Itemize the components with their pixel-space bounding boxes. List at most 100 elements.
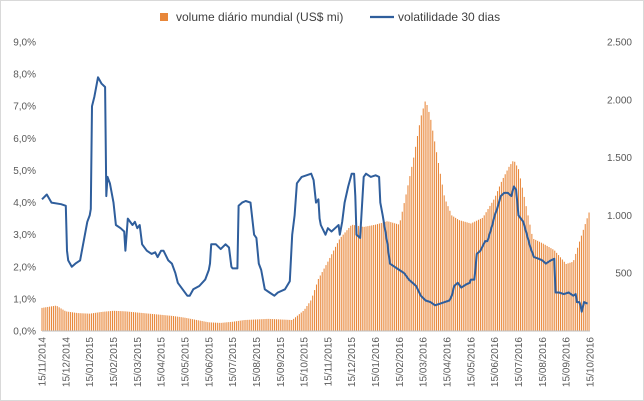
volume-bar (527, 215, 529, 331)
volume-bar (277, 319, 279, 331)
volume-bar (371, 225, 373, 331)
volume-bar (302, 310, 304, 331)
volume-bar (396, 223, 398, 331)
volume-bar (146, 313, 148, 331)
volume-bar (131, 311, 133, 331)
volume-bar (470, 223, 472, 331)
y-right-tick-label: 2.500 (607, 38, 632, 49)
volume-bar (150, 313, 152, 331)
volume-bar (197, 320, 199, 331)
volume-bar (144, 313, 146, 331)
volume-bar (529, 224, 531, 331)
volume-bar (70, 312, 72, 331)
volume-bar (91, 313, 93, 331)
x-tick-label: 15/06/2016 (490, 337, 501, 387)
volume-bar (155, 314, 157, 331)
x-tick-label: 15/04/2016 (443, 337, 454, 387)
volume-bar (83, 313, 85, 331)
volume-bar (321, 272, 323, 331)
y-left-tick-label: 9,0% (13, 38, 36, 49)
volume-bar (214, 322, 216, 331)
volume-bar (104, 311, 106, 331)
volume-bar (47, 306, 49, 331)
volume-bar (253, 319, 255, 331)
volume-bar (550, 248, 552, 331)
volume-bar (98, 312, 100, 331)
volume-bar (51, 306, 53, 331)
volume-bar (92, 313, 94, 331)
volume-bar (239, 320, 241, 331)
volume-bar (388, 221, 390, 331)
volume-bar (172, 316, 175, 331)
volume-bar (260, 319, 262, 331)
volume-bar (500, 181, 502, 331)
volume-bar (233, 321, 236, 331)
volume-bar (167, 315, 169, 331)
volume-bar (519, 178, 521, 331)
volume-bar (582, 229, 584, 331)
y-left-tick-label: 3,0% (13, 230, 36, 241)
volume-bar (497, 191, 499, 331)
volume-bar (535, 239, 537, 331)
legend-swatch-volume (160, 13, 168, 21)
volume-bar (327, 261, 329, 331)
volume-bar (294, 317, 297, 331)
volume-bar (563, 261, 565, 331)
volume-bar (192, 319, 194, 331)
volume-bar (449, 210, 451, 331)
volume-bar (71, 312, 74, 331)
volume-bar (195, 319, 197, 331)
volume-bar (138, 312, 140, 331)
volume-bar (523, 196, 525, 331)
volume-bar (493, 199, 495, 331)
volume-bar (285, 319, 287, 331)
volume-bar (489, 205, 491, 331)
y-left-tick-label: 8,0% (13, 70, 36, 81)
volume-bar (81, 313, 83, 331)
volume-bar (54, 305, 56, 331)
volume-bar (243, 320, 245, 331)
volume-bar (222, 322, 224, 331)
y-right-tick-label: 1.000 (607, 211, 632, 222)
x-tick-label: 15/03/2016 (419, 337, 430, 387)
volume-bar (157, 314, 159, 331)
volume-bar (441, 184, 443, 331)
volume-bar (142, 313, 144, 331)
volume-bar (213, 322, 215, 331)
volume-bar (58, 307, 60, 331)
volume-bar (127, 311, 129, 331)
volume-bar (477, 219, 480, 331)
volume-bar (367, 226, 369, 331)
volume-bar (384, 221, 386, 331)
volume-bar (363, 226, 365, 331)
y-left-tick-label: 0,0% (13, 327, 36, 338)
x-tick-label: 15/08/2016 (538, 337, 549, 387)
volume-bar (169, 315, 171, 331)
y-left-tick-label: 4,0% (13, 198, 36, 209)
volume-bar (476, 220, 478, 331)
volume-bar (567, 263, 569, 331)
volume-bar (542, 243, 544, 331)
volume-bar (340, 236, 342, 331)
volume-bar (531, 233, 533, 331)
volume-bar (495, 195, 497, 331)
volume-bar (376, 224, 378, 331)
volume-bar (457, 219, 459, 331)
x-tick-label: 15/03/2015 (133, 337, 144, 387)
volume-bar (270, 318, 272, 331)
x-tick-label: 15/02/2016 (395, 337, 406, 387)
volume-bar (258, 319, 260, 331)
volume-bar (455, 217, 457, 331)
volume-bar (319, 275, 321, 331)
volume-bar (447, 206, 449, 331)
volume-bar (161, 314, 163, 331)
volume-bar (430, 119, 432, 331)
volume-bar (85, 313, 87, 331)
volume-bar (211, 322, 213, 331)
x-tick-label: 15/01/2015 (85, 337, 96, 387)
volume-bar (437, 162, 439, 331)
volume-bar (453, 216, 455, 331)
volume-bar (140, 312, 142, 331)
volume-bar (190, 318, 192, 331)
